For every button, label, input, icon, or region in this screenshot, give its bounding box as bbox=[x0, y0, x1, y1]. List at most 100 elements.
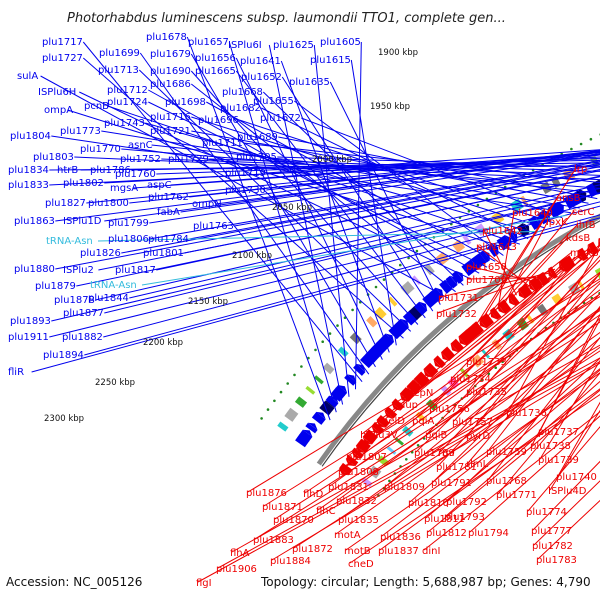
reverse-leader-line bbox=[423, 411, 600, 551]
reverse-leader-line bbox=[409, 337, 600, 503]
reverse-feature-arrow bbox=[471, 325, 480, 335]
reverse-leader-line bbox=[339, 331, 600, 520]
forward-function-band bbox=[277, 421, 289, 432]
forward-gene-label: ISPlu6I bbox=[228, 40, 262, 51]
reverse-gene-label: cheD bbox=[348, 559, 374, 570]
genome-backbone bbox=[316, 213, 600, 466]
reverse-function-band bbox=[402, 425, 414, 437]
forward-gene-label: plu1863 bbox=[14, 216, 55, 227]
forward-leader-line bbox=[129, 187, 600, 299]
forward-gene-label: plu1880 bbox=[14, 264, 55, 275]
gc-content-dot bbox=[279, 390, 283, 394]
reverse-gene-label: pepN bbox=[407, 388, 433, 399]
reverse-gene-label: plu1643 bbox=[476, 242, 517, 253]
forward-gene-label: ompN bbox=[192, 199, 222, 210]
reverse-gene-label: ihfB bbox=[576, 220, 596, 231]
forward-leader-line bbox=[268, 44, 344, 405]
forward-function-band bbox=[462, 234, 472, 246]
reverse-gene-label: plu1789 bbox=[414, 448, 455, 459]
reverse-feature bbox=[450, 338, 464, 353]
forward-gene-label: plu1803 bbox=[33, 152, 74, 163]
forward-feature bbox=[507, 231, 518, 244]
reverse-gene-label: plu1871 bbox=[262, 502, 303, 513]
reverse-leader-line bbox=[503, 220, 549, 305]
forward-function-band bbox=[550, 176, 562, 189]
gc-content-dot bbox=[336, 324, 339, 327]
forward-gene-label: plu1763 bbox=[193, 221, 234, 232]
forward-gene-label: plu1605 bbox=[320, 37, 361, 48]
forward-feature-arc bbox=[353, 363, 366, 376]
reverse-gene-label: plu1807 bbox=[346, 452, 387, 463]
reverse-gene-label: plu1736 bbox=[506, 408, 547, 419]
reverse-leader-line bbox=[263, 295, 600, 507]
reverse-gene-label: plu1650 bbox=[466, 262, 507, 273]
forward-leader-line bbox=[104, 151, 600, 222]
forward-gene-label: plu1770 bbox=[80, 144, 121, 155]
reverse-leader-line bbox=[487, 336, 600, 481]
reverse-feature-arc bbox=[508, 293, 520, 306]
reverse-gene-label: plu1781 bbox=[436, 462, 477, 473]
reverse-gene-label: ansB bbox=[556, 193, 581, 204]
gc-content-dot bbox=[415, 249, 419, 253]
gc-content-dot bbox=[266, 408, 270, 411]
forward-feature bbox=[479, 250, 490, 263]
reverse-function-band bbox=[536, 303, 549, 316]
forward-feature bbox=[394, 318, 409, 334]
reverse-leader-line bbox=[483, 229, 517, 296]
reverse-gene-label: plu1735 bbox=[466, 387, 507, 398]
forward-leader-line bbox=[215, 153, 600, 205]
forward-gene-label: pcnB bbox=[84, 101, 109, 112]
reverse-feature bbox=[433, 355, 446, 368]
forward-leader-line bbox=[266, 149, 600, 191]
reverse-gene-label: rmf bbox=[438, 448, 456, 459]
forward-function-band bbox=[337, 346, 349, 358]
forward-leader-line bbox=[104, 192, 600, 314]
reverse-function-band bbox=[525, 313, 535, 324]
reverse-feature-arc bbox=[490, 307, 502, 320]
ruler-label: 2050 kbp bbox=[272, 203, 312, 213]
reverse-gene-label: kdsB bbox=[566, 233, 590, 244]
forward-feature-arrow bbox=[316, 411, 326, 420]
forward-gene-label: plu1760 bbox=[115, 169, 156, 180]
reverse-leader-line bbox=[507, 243, 600, 413]
forward-gene-label: plu1713 bbox=[98, 65, 139, 76]
reverse-leader-line bbox=[425, 369, 600, 519]
forward-feature-arc bbox=[507, 231, 518, 244]
reverse-leader-line bbox=[337, 307, 600, 501]
forward-feature bbox=[429, 287, 444, 302]
reverse-leader-line bbox=[439, 282, 600, 453]
reverse-gene-label: flhC bbox=[316, 506, 336, 517]
reverse-gene-label: pqiA bbox=[412, 416, 434, 427]
reverse-function-band bbox=[491, 339, 503, 351]
forward-function-band bbox=[520, 195, 529, 207]
forward-gene-label: plu1844 bbox=[88, 293, 129, 304]
forward-gene-label: plu1784 bbox=[148, 234, 189, 245]
gc-skew-dot bbox=[416, 444, 420, 447]
reverse-function-band bbox=[386, 446, 397, 455]
reverse-gene-label: pqiB bbox=[425, 430, 447, 441]
forward-gene-label: plu1800 bbox=[88, 198, 129, 209]
forward-leader-line bbox=[228, 41, 337, 413]
forward-feature-arrow bbox=[347, 374, 357, 383]
forward-leader-line bbox=[301, 117, 563, 219]
forward-gene-label: plu1679 bbox=[150, 49, 191, 60]
forward-leader-line bbox=[189, 162, 600, 240]
forward-feature-arc bbox=[439, 279, 453, 294]
forward-gene-label: plu1717 bbox=[42, 37, 83, 48]
forward-leader-line bbox=[76, 176, 600, 287]
gc-content-dot bbox=[293, 373, 296, 377]
forward-function-band bbox=[294, 396, 308, 408]
forward-leader-line bbox=[149, 154, 600, 224]
reverse-feature-arc bbox=[423, 362, 439, 378]
ruler-label: 2250 kbp bbox=[95, 378, 135, 388]
reverse-feature-arrow bbox=[371, 426, 381, 434]
forward-gene-label: plu1802 bbox=[63, 178, 104, 189]
reverse-leader-line bbox=[532, 460, 600, 531]
forward-gene-label: plu1877 bbox=[63, 308, 104, 319]
reverse-leader-line bbox=[432, 317, 600, 483]
reverse-leader-line bbox=[413, 247, 600, 421]
forward-gene-label: plu1719 bbox=[225, 168, 266, 179]
reverse-leader-line bbox=[467, 265, 536, 283]
forward-gene-label: fliR bbox=[8, 367, 24, 378]
forward-feature-arc bbox=[413, 301, 428, 316]
